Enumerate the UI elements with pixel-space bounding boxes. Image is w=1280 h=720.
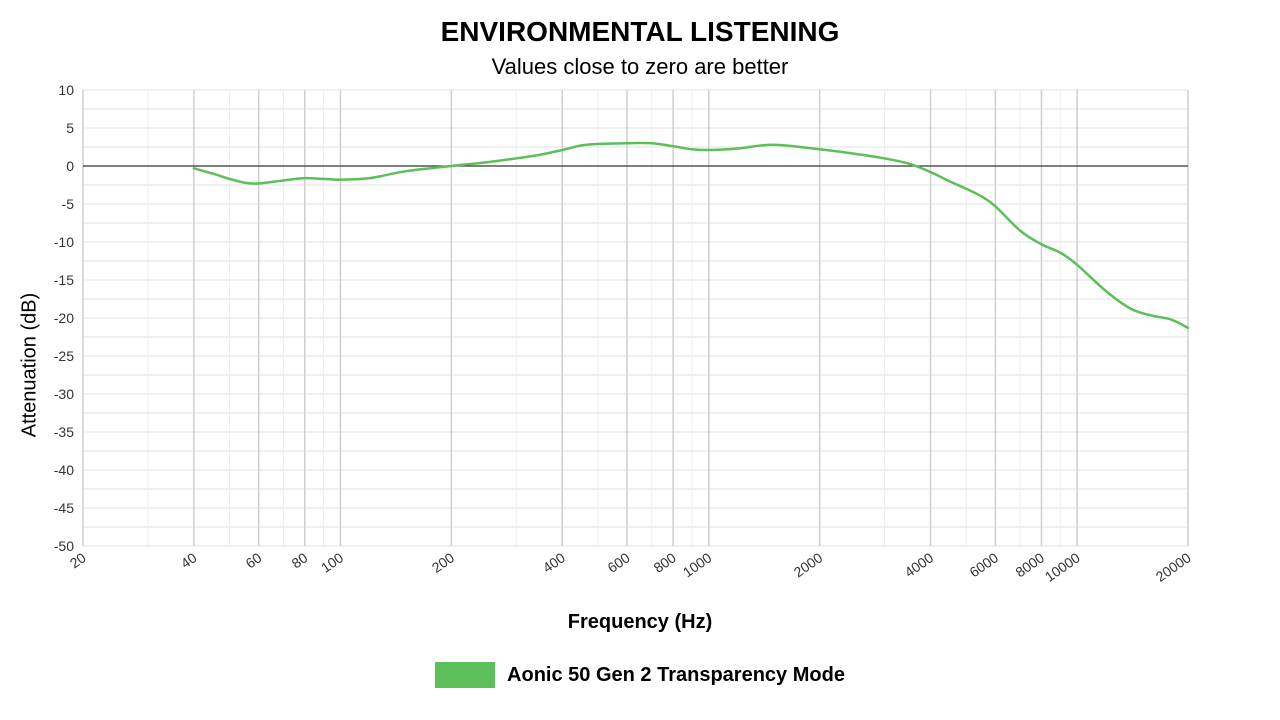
- x-tick-label: 6000: [966, 549, 1001, 580]
- x-tick-label: 2000: [791, 549, 826, 580]
- x-tick-label: 1000: [680, 549, 715, 580]
- x-axis-label: Frequency (Hz): [567, 611, 713, 633]
- y-tick-label: 10: [58, 82, 74, 98]
- y-tick-label: 0: [66, 158, 74, 174]
- y-tick-label: -30: [54, 386, 74, 402]
- x-tick-label: 200: [429, 549, 457, 576]
- chart-title: ENVIRONMENTAL LISTENING: [440, 16, 840, 47]
- y-tick-labels: 10 5 0 -5 -10 -15 -20 -25 -30 -35 -40 -45 -50: [54, 82, 74, 554]
- y-axis-label: Attenuation (dB): [18, 292, 41, 438]
- x-tick-label: 80: [289, 549, 311, 571]
- y-tick-label: -5: [62, 196, 75, 212]
- y-tick-label: -45: [54, 500, 74, 516]
- x-tick-label: 8000: [1012, 549, 1047, 580]
- y-tick-label: -35: [54, 424, 74, 440]
- x-tick-label: 40: [178, 549, 200, 571]
- x-tick-label: 10000: [1042, 549, 1083, 585]
- legend: Aonic 50 Gen 2 Transparency Mode: [0, 659, 1280, 691]
- y-tick-label: -10: [54, 234, 74, 250]
- x-tick-label: 60: [243, 549, 265, 571]
- legend-label: Aonic 50 Gen 2 Transparency Mode: [507, 663, 845, 686]
- series-lines: [192, 141, 1190, 330]
- y-tick-label: -20: [54, 310, 74, 326]
- y-tick-label: -50: [54, 538, 74, 554]
- legend-swatch: [435, 662, 496, 688]
- series-line: [192, 141, 1190, 330]
- x-tick-label: 20000: [1153, 549, 1194, 585]
- x-tick-label: 600: [604, 549, 632, 576]
- y-tick-label: -40: [54, 462, 74, 478]
- chart-subtitle: Values close to zero are better: [491, 54, 789, 79]
- y-tick-label: 5: [66, 120, 74, 136]
- y-gridlines: [83, 89, 1188, 547]
- y-tick-label: -15: [54, 272, 74, 288]
- x-tick-labels: 20 40 60 80 100 200 400 600 800 1000 2000 4000 6000 8…: [67, 549, 1194, 585]
- x-tick-label: 4000: [902, 549, 937, 580]
- x-tick-label: 800: [651, 549, 679, 576]
- y-tick-label: -25: [54, 348, 74, 364]
- x-tick-label: 100: [318, 549, 346, 576]
- x-tick-label: 400: [540, 549, 568, 576]
